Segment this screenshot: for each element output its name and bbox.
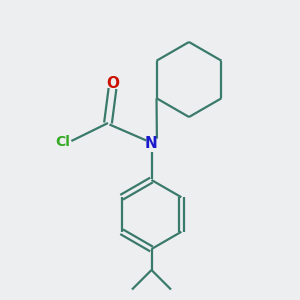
Text: Cl: Cl bbox=[56, 136, 70, 149]
Text: O: O bbox=[106, 76, 119, 91]
Text: N: N bbox=[145, 136, 158, 152]
